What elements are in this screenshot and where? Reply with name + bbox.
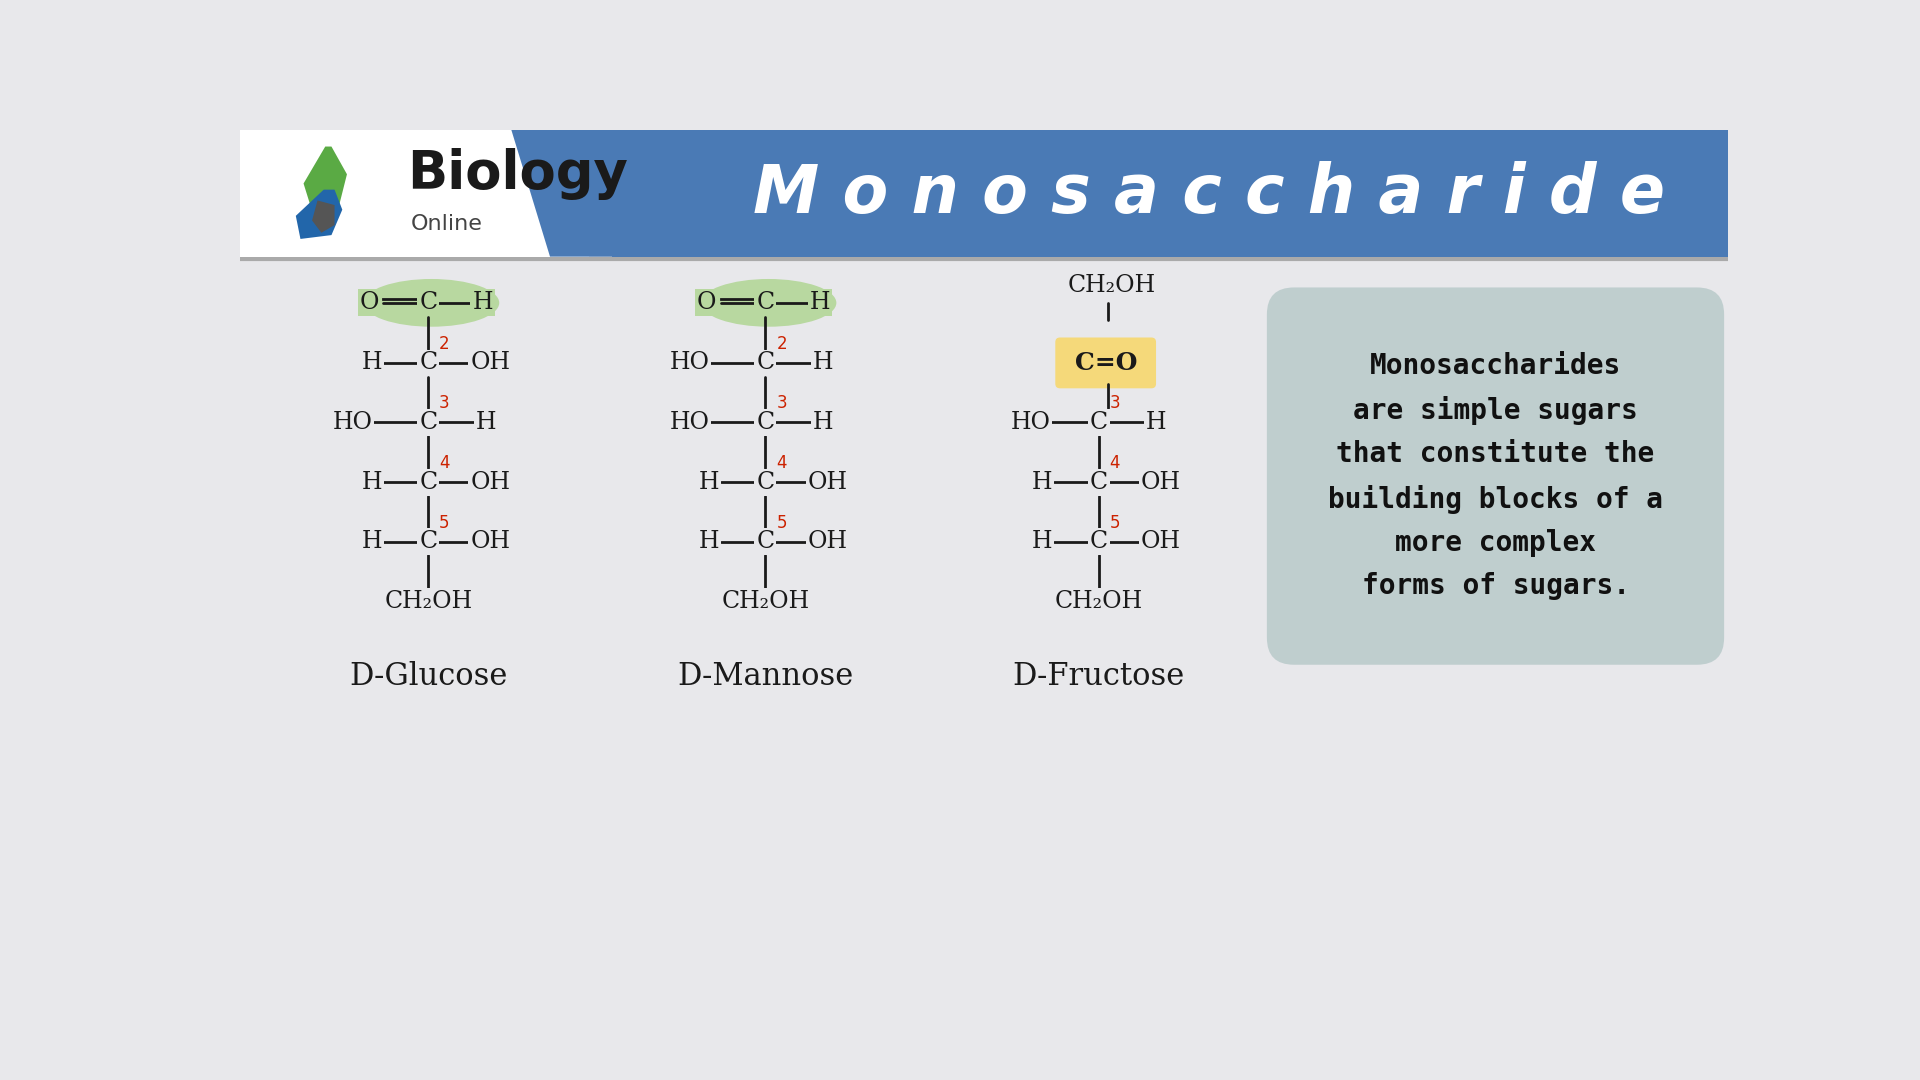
Text: 5: 5: [776, 513, 787, 531]
Text: C: C: [419, 471, 438, 494]
Text: 2: 2: [440, 335, 449, 353]
Polygon shape: [313, 201, 334, 233]
Polygon shape: [303, 147, 348, 216]
Text: OH: OH: [1140, 530, 1181, 553]
Text: C: C: [756, 471, 774, 494]
FancyBboxPatch shape: [240, 130, 589, 257]
Text: OH: OH: [470, 351, 511, 375]
Text: C: C: [756, 292, 774, 314]
FancyBboxPatch shape: [1267, 287, 1724, 665]
Text: OH: OH: [470, 530, 511, 553]
Text: C: C: [1091, 471, 1108, 494]
Text: H: H: [699, 471, 720, 494]
Ellipse shape: [363, 279, 499, 327]
Text: H: H: [812, 410, 833, 434]
Text: 3: 3: [1110, 394, 1119, 413]
Text: CH₂OH: CH₂OH: [384, 590, 472, 613]
Text: D-Glucose: D-Glucose: [349, 661, 507, 692]
Text: H: H: [1146, 410, 1165, 434]
Ellipse shape: [701, 279, 837, 327]
Text: H: H: [699, 530, 720, 553]
Text: CH₂OH: CH₂OH: [1068, 274, 1156, 297]
Text: H: H: [361, 471, 382, 494]
Text: HO: HO: [670, 351, 710, 375]
Text: CH₂OH: CH₂OH: [1054, 590, 1142, 613]
Text: C: C: [1091, 530, 1108, 553]
Text: M o n o s a c c h a r i d e: M o n o s a c c h a r i d e: [753, 161, 1665, 227]
Text: 3: 3: [440, 394, 449, 413]
Text: H: H: [1031, 530, 1052, 553]
Text: H: H: [361, 351, 382, 375]
Text: 5: 5: [440, 513, 449, 531]
Text: 4: 4: [776, 455, 787, 472]
Text: HO: HO: [332, 410, 372, 434]
Text: H: H: [472, 292, 493, 314]
Text: C: C: [419, 410, 438, 434]
Text: O: O: [359, 292, 378, 314]
Text: 2: 2: [776, 335, 787, 353]
Text: O: O: [697, 292, 716, 314]
Text: H: H: [810, 292, 829, 314]
Text: C: C: [756, 410, 774, 434]
Text: Monosaccharides
are simple sugars
that constitute the
building blocks of a
more : Monosaccharides are simple sugars that c…: [1329, 352, 1663, 600]
Text: CH₂OH: CH₂OH: [722, 590, 810, 613]
Text: D-Mannose: D-Mannose: [678, 661, 854, 692]
Text: 4: 4: [440, 455, 449, 472]
Text: 4: 4: [1110, 455, 1119, 472]
Text: C: C: [1091, 410, 1108, 434]
Text: D-Fructose: D-Fructose: [1012, 661, 1185, 692]
Polygon shape: [612, 130, 1728, 257]
Text: OH: OH: [1140, 471, 1181, 494]
Text: 5: 5: [1110, 513, 1119, 531]
Text: HO: HO: [670, 410, 710, 434]
Text: H: H: [476, 410, 495, 434]
Text: Biology: Biology: [407, 148, 628, 200]
Text: C: C: [419, 351, 438, 375]
Text: HO: HO: [1010, 410, 1050, 434]
Text: OH: OH: [808, 471, 847, 494]
Text: C: C: [756, 530, 774, 553]
Text: C: C: [419, 292, 438, 314]
Text: H: H: [361, 530, 382, 553]
Polygon shape: [511, 130, 651, 257]
Text: H: H: [812, 351, 833, 375]
Text: C: C: [419, 530, 438, 553]
Text: H: H: [1031, 471, 1052, 494]
Text: 3: 3: [776, 394, 787, 413]
Text: Online: Online: [411, 214, 482, 233]
Polygon shape: [296, 190, 342, 239]
Text: C: C: [756, 351, 774, 375]
Text: OH: OH: [470, 471, 511, 494]
FancyBboxPatch shape: [1056, 338, 1156, 389]
Text: OH: OH: [808, 530, 847, 553]
Text: C=O: C=O: [1075, 351, 1139, 375]
